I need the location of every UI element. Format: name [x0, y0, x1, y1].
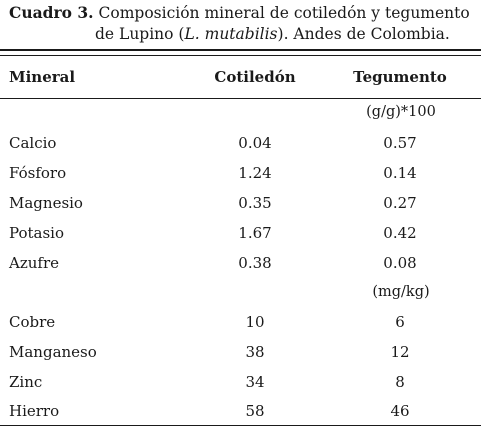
cotiledon-value: 1.24 — [238, 164, 272, 182]
tegumento-value: 0.14 — [383, 164, 417, 182]
unit-label-mgkg: (mg/kg) — [372, 284, 430, 300]
table-row: Hierro 58 46 — [0, 402, 481, 432]
header-mineral: Mineral — [9, 68, 76, 86]
cotiledon-value: 10 — [245, 313, 265, 331]
mineral-name: Potasio — [9, 224, 65, 242]
tegumento-value: 12 — [390, 343, 410, 361]
caption-text-3: ). Andes de Colombia. — [277, 25, 450, 43]
mineral-name: Calcio — [9, 134, 57, 152]
cotiledon-value: 1.67 — [238, 224, 272, 242]
cotiledon-value: 34 — [245, 373, 265, 391]
cotiledon-value: 58 — [245, 402, 265, 420]
unit-label-percent: (g/g)*100 — [366, 104, 436, 120]
tegumento-value: 0.42 — [383, 224, 417, 242]
table-row: Calcio 0.04 0.57 — [0, 134, 481, 164]
tegumento-value: 8 — [395, 373, 405, 391]
mineral-name: Zinc — [9, 373, 43, 391]
mineral-name: Azufre — [9, 254, 59, 272]
tegumento-value: 6 — [395, 313, 405, 331]
caption-label: Cuadro 3. — [9, 3, 94, 22]
tegumento-value: 0.27 — [383, 194, 417, 212]
cotiledon-value: 0.04 — [238, 134, 272, 152]
tegumento-value: 0.08 — [383, 254, 417, 272]
table-bottom-rule — [0, 425, 481, 426]
cotiledon-value: 0.35 — [238, 194, 272, 212]
mineral-name: Magnesio — [9, 194, 83, 212]
cotiledon-value: 38 — [245, 343, 265, 361]
mineral-name: Manganeso — [9, 343, 97, 361]
caption-line-1: Cuadro 3. Composición mineral de cotiled… — [9, 2, 475, 24]
caption-species: L. mutabilis — [184, 25, 278, 43]
header-tegumento: Tegumento — [353, 68, 447, 86]
cotiledon-value: 0.38 — [238, 254, 272, 272]
tegumento-value: 0.57 — [383, 134, 417, 152]
mineral-name: Fósforo — [9, 164, 67, 182]
table-row: Fósforo 1.24 0.14 — [0, 164, 481, 194]
header-cotiledon: Cotiledón — [214, 68, 296, 86]
table-row: Cobre 10 6 — [0, 313, 481, 343]
table-row: Potasio 1.67 0.42 — [0, 224, 481, 254]
table-top-rule-thick — [0, 49, 481, 51]
mineral-name: Cobre — [9, 313, 56, 331]
table-row: Manganeso 38 12 — [0, 343, 481, 373]
mineral-name: Hierro — [9, 402, 60, 420]
table-caption: Cuadro 3. Composición mineral de cotiled… — [9, 2, 475, 45]
caption-text-2: de Lupino ( — [95, 25, 185, 43]
tegumento-value: 46 — [390, 402, 410, 420]
table-row: Magnesio 0.35 0.27 — [0, 194, 481, 224]
table-row: Zinc 34 8 — [0, 373, 481, 403]
table-row: Azufre 0.38 0.08 — [0, 254, 481, 284]
header-divider — [0, 98, 481, 99]
caption-text-1: Composición mineral de cotiledón y tegum… — [98, 4, 470, 22]
caption-line-2: de Lupino (L. mutabilis). Andes de Colom… — [9, 24, 475, 45]
table-top-rule-thin — [0, 55, 481, 56]
